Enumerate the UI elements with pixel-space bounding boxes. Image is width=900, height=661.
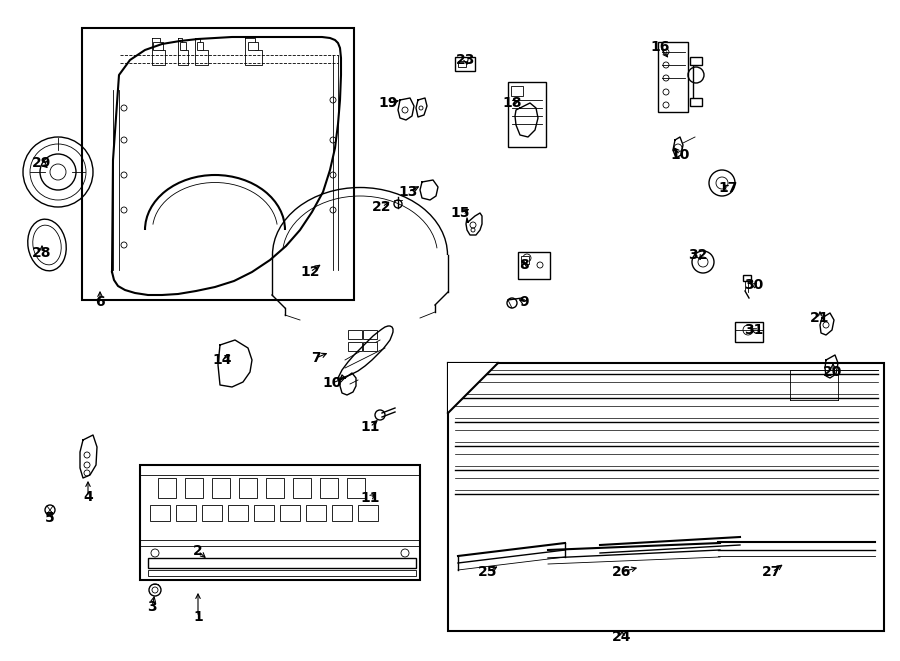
- Text: 9: 9: [519, 295, 529, 309]
- Bar: [348, 342, 362, 351]
- Bar: [180, 42, 186, 50]
- Text: 4: 4: [83, 490, 93, 504]
- Text: 32: 32: [688, 248, 707, 262]
- Bar: [363, 342, 377, 351]
- Bar: [306, 505, 326, 521]
- Bar: [690, 57, 702, 65]
- Text: 22: 22: [373, 200, 392, 214]
- Text: 13: 13: [399, 185, 418, 199]
- Bar: [508, 82, 546, 147]
- Bar: [518, 252, 550, 279]
- Bar: [363, 330, 377, 339]
- Text: 10: 10: [670, 148, 689, 162]
- Text: 21: 21: [810, 311, 830, 325]
- Text: 16: 16: [651, 40, 670, 54]
- Text: 8: 8: [519, 258, 529, 272]
- Bar: [185, 478, 203, 498]
- Text: 27: 27: [762, 565, 782, 579]
- Text: 3: 3: [148, 600, 157, 614]
- Bar: [743, 275, 751, 281]
- Bar: [690, 98, 702, 106]
- Bar: [332, 505, 352, 521]
- Text: 7: 7: [311, 351, 320, 365]
- Bar: [158, 478, 176, 498]
- Text: 17: 17: [718, 181, 738, 195]
- Text: 1: 1: [194, 610, 202, 624]
- Bar: [212, 478, 230, 498]
- Bar: [658, 42, 688, 112]
- Text: 28: 28: [32, 246, 52, 260]
- Bar: [455, 57, 475, 71]
- Text: 18: 18: [502, 96, 522, 110]
- Text: 29: 29: [32, 156, 51, 170]
- Text: 19: 19: [378, 96, 398, 110]
- Bar: [293, 478, 311, 498]
- Bar: [280, 505, 300, 521]
- Text: 20: 20: [824, 365, 842, 379]
- Bar: [348, 330, 362, 339]
- Text: 11: 11: [360, 420, 380, 434]
- Text: 10: 10: [322, 376, 342, 390]
- Bar: [140, 465, 420, 580]
- Bar: [176, 505, 196, 521]
- Text: 30: 30: [744, 278, 763, 292]
- Text: 15: 15: [450, 206, 470, 220]
- Bar: [150, 505, 170, 521]
- Text: 6: 6: [95, 295, 104, 309]
- Bar: [248, 42, 258, 50]
- Text: 5: 5: [45, 511, 55, 525]
- Text: 14: 14: [212, 353, 232, 367]
- Polygon shape: [448, 363, 498, 413]
- Bar: [448, 363, 884, 631]
- Text: 12: 12: [301, 265, 320, 279]
- Bar: [458, 61, 466, 67]
- Bar: [266, 478, 284, 498]
- Bar: [254, 505, 274, 521]
- Bar: [197, 42, 203, 50]
- Text: 11: 11: [360, 491, 380, 505]
- Bar: [347, 478, 365, 498]
- Text: 23: 23: [456, 53, 476, 67]
- Text: 25: 25: [478, 565, 498, 579]
- Bar: [148, 570, 416, 576]
- Bar: [82, 28, 354, 300]
- Bar: [735, 322, 763, 342]
- Bar: [239, 478, 257, 498]
- Text: 24: 24: [612, 630, 632, 644]
- Bar: [358, 505, 378, 521]
- Bar: [228, 505, 248, 521]
- Bar: [202, 505, 222, 521]
- Bar: [320, 478, 338, 498]
- Bar: [521, 256, 529, 264]
- Bar: [153, 42, 163, 50]
- Bar: [511, 86, 523, 96]
- Text: 31: 31: [744, 323, 764, 337]
- Bar: [148, 558, 416, 568]
- Text: 26: 26: [612, 565, 632, 579]
- Text: 2: 2: [194, 544, 202, 558]
